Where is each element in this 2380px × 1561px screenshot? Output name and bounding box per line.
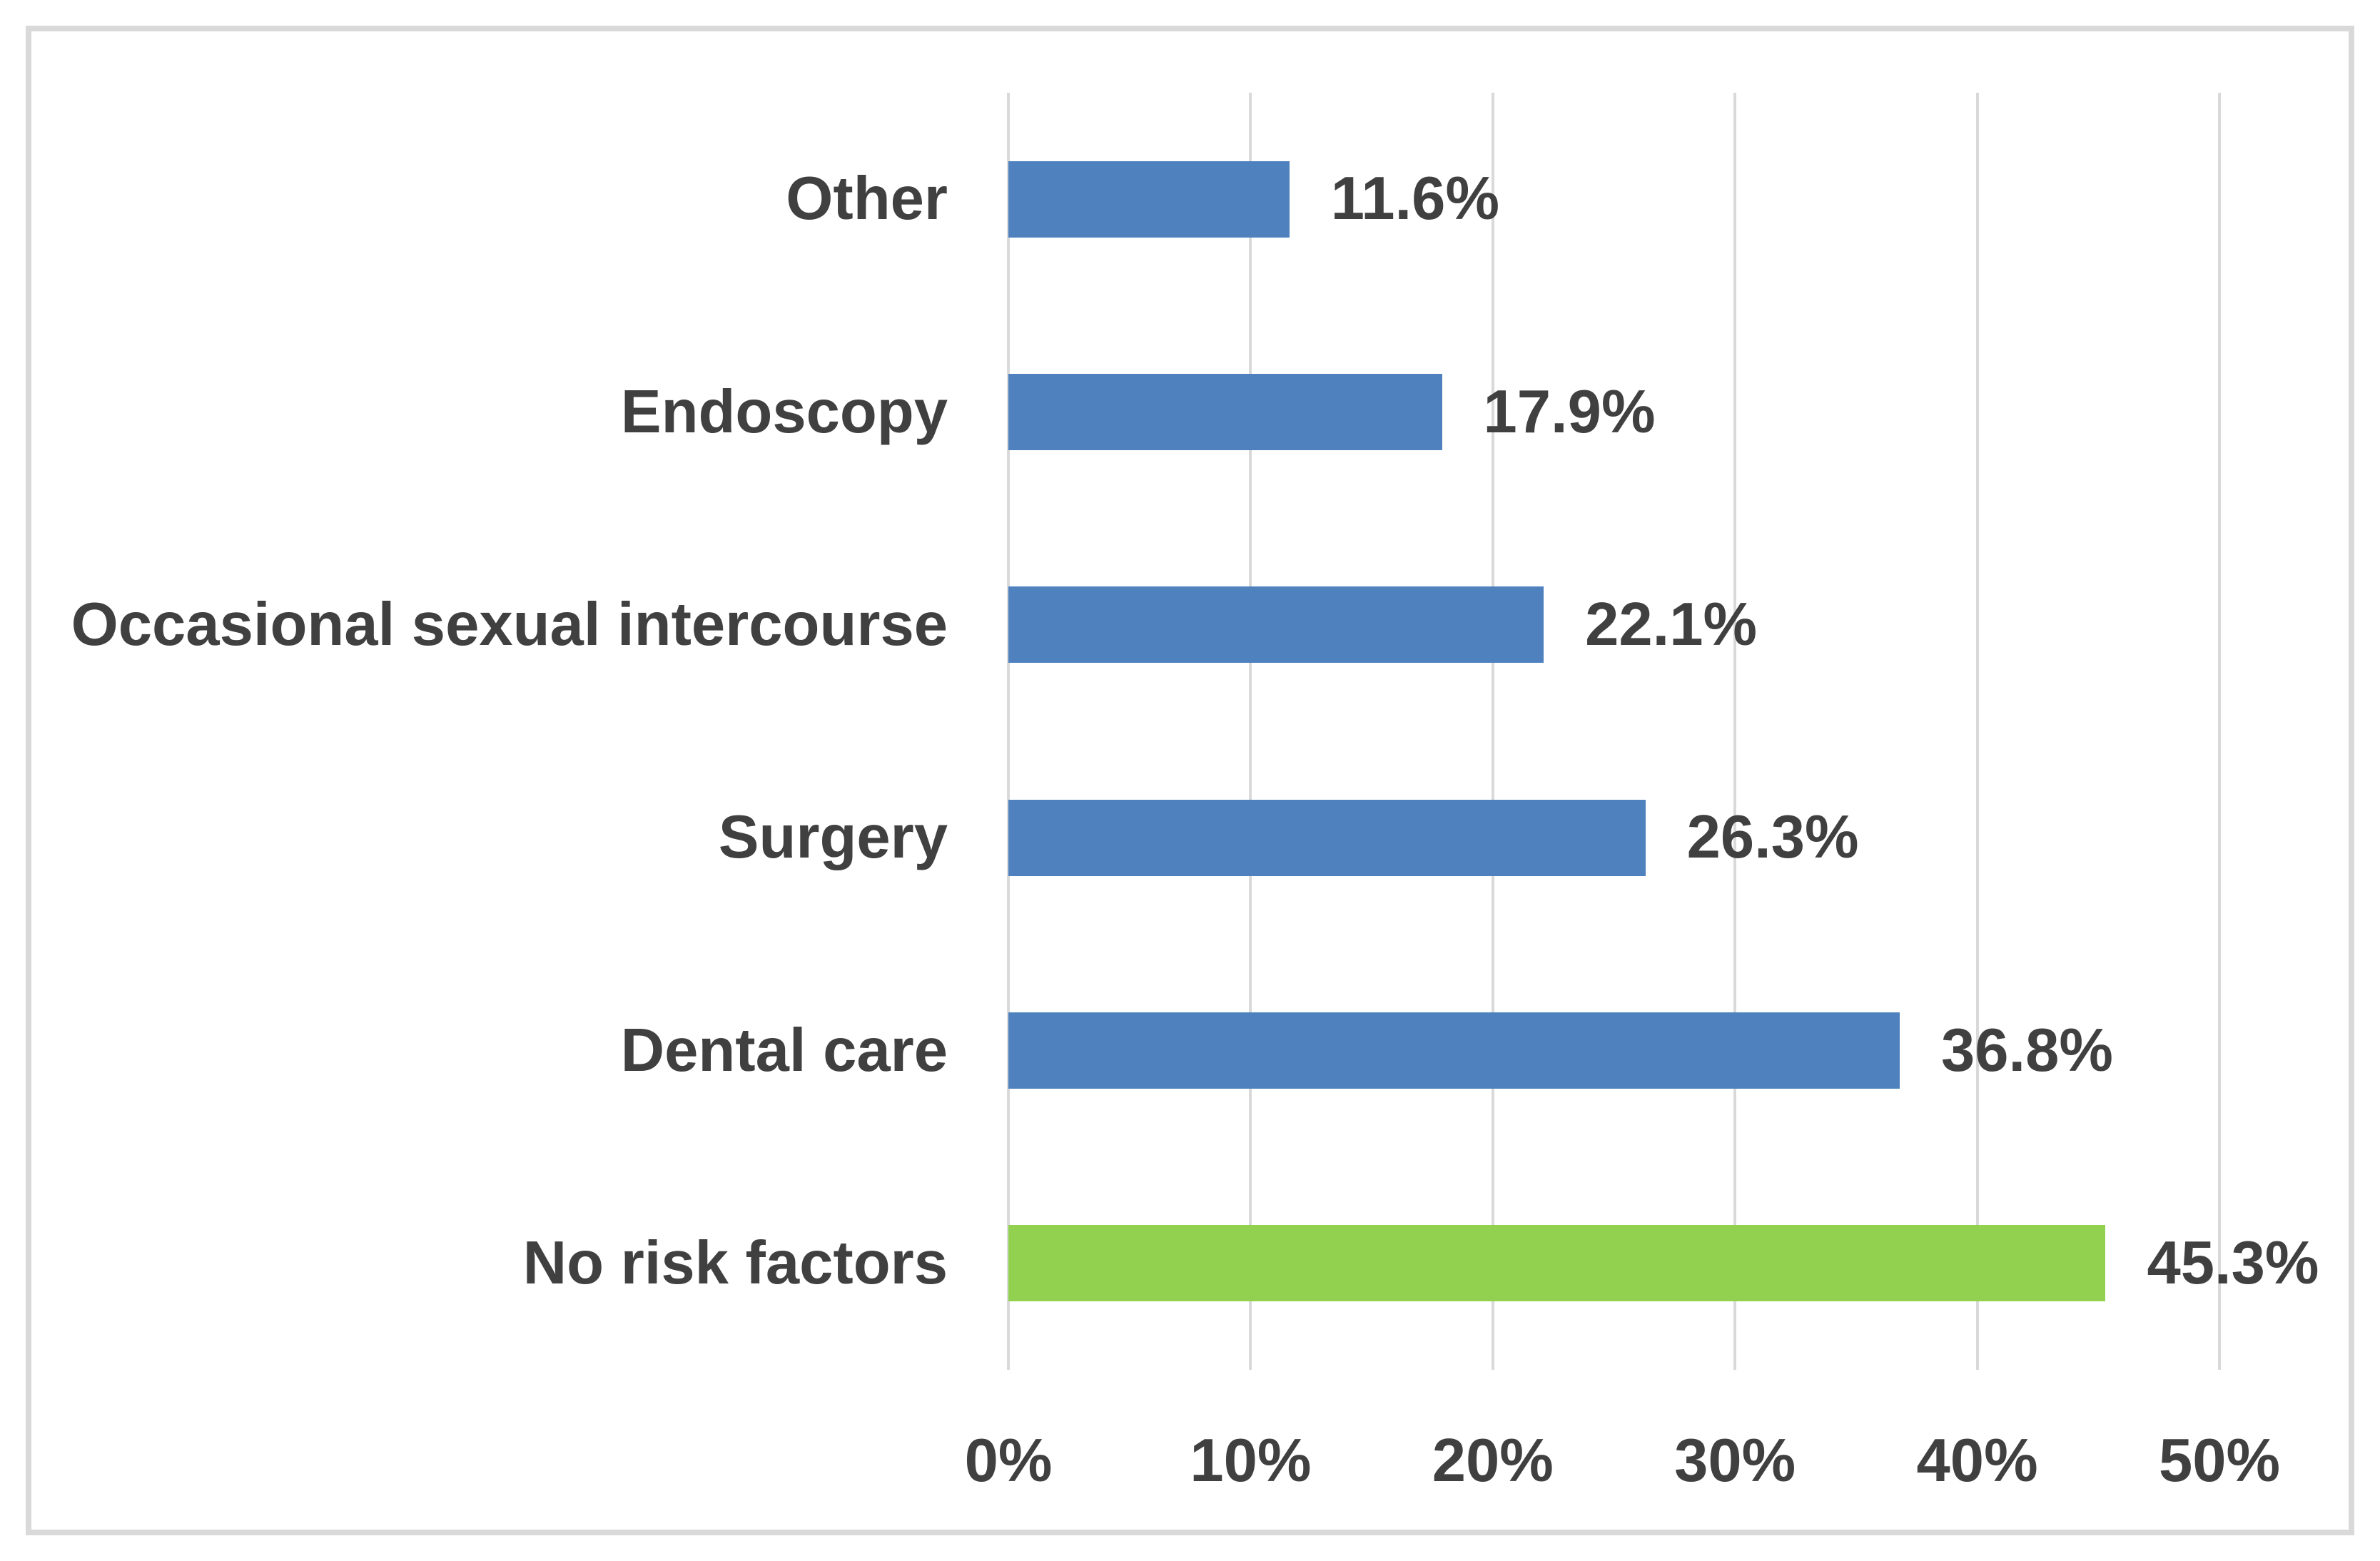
value-label: 26.3% [1686,803,1859,872]
x-axis-tick-label: 0% [964,1427,1053,1495]
gridline [1733,93,1737,1370]
category-label: Surgery [718,803,948,872]
bar [1008,1225,2106,1302]
gridline [2218,93,2221,1370]
value-label: 36.8% [1940,1016,2113,1084]
gridline [1975,93,1979,1370]
category-label: Occasional sexual intercourse [71,590,948,659]
category-label: Other [786,165,948,233]
gridline [1491,93,1494,1370]
bar [1008,161,1290,238]
value-label: 11.6% [1330,165,1500,233]
bar [1008,374,1442,450]
x-axis-tick-label: 50% [2158,1427,2281,1495]
x-axis-tick-label: 30% [1674,1427,1796,1495]
gridline [1249,93,1252,1370]
value-label: 17.9% [1483,377,1656,446]
x-axis-tick-label: 20% [1432,1427,1554,1495]
x-axis-tick-label: 10% [1190,1427,1312,1495]
bar [1008,1012,1900,1089]
value-label: 45.3% [2147,1229,2319,1297]
category-label: No risk factors [522,1229,948,1297]
bar [1008,799,1646,876]
category-label: Endoscopy [620,377,948,446]
value-label: 22.1% [1585,590,1758,659]
chart-frame [26,26,2354,1535]
x-axis-tick-label: 40% [1916,1427,2038,1495]
bar [1008,586,1544,663]
category-label: Dental care [620,1016,948,1084]
gridline [1007,93,1010,1370]
